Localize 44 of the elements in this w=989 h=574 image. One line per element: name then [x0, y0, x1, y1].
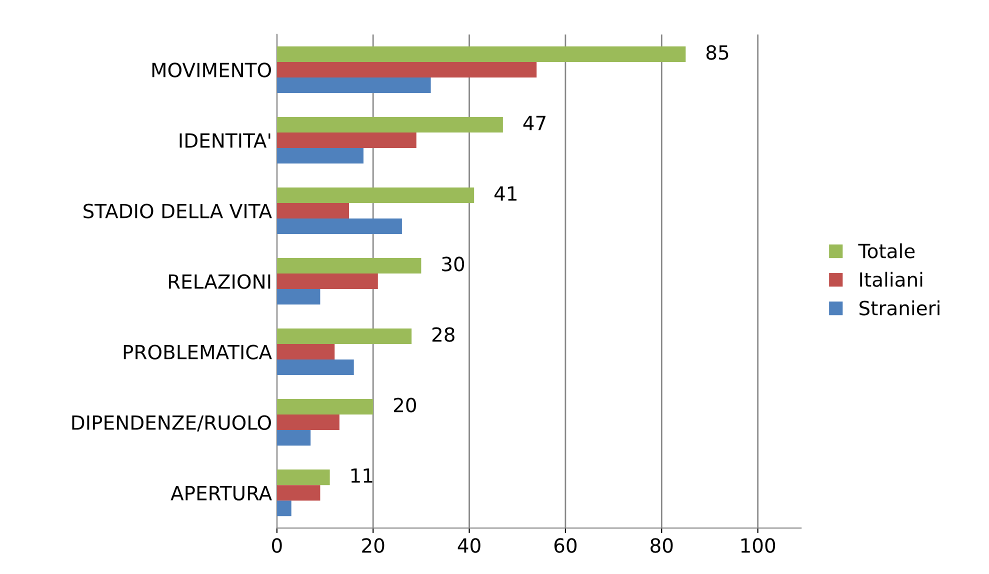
bar	[276, 218, 402, 234]
bar	[276, 274, 378, 290]
y-tick-label: RELAZIONI	[168, 274, 270, 289]
bar	[276, 360, 354, 376]
legend-label: Stranieri	[860, 300, 940, 316]
data-label: 41	[494, 186, 516, 201]
bar	[276, 202, 350, 218]
data-label: 28	[432, 327, 454, 342]
x-tick-label: 100	[741, 538, 776, 553]
y-tick-label: MOVIMENTO	[152, 62, 271, 78]
y-tick-label: STADIO DELLA VITA	[84, 204, 272, 218]
bar	[276, 485, 320, 501]
y-tick-label: APERTURA	[170, 486, 272, 500]
y-tick-label: DIPENDENZE/RUOLO	[72, 415, 271, 432]
data-label: 11	[351, 468, 372, 483]
data-label: 85	[706, 45, 728, 60]
x-tick-label: 60	[554, 538, 577, 553]
bar	[276, 289, 320, 305]
bar	[276, 430, 311, 446]
bar	[276, 344, 335, 360]
x-tick-label: 80	[650, 538, 673, 553]
y-tick-label: PROBLEMATICA	[124, 344, 272, 360]
bar	[276, 132, 416, 148]
bar	[276, 46, 686, 62]
bar	[276, 470, 330, 486]
bar	[276, 500, 292, 516]
data-label: 20	[394, 398, 416, 412]
x-tick-label: 40	[458, 538, 480, 553]
y-tick-label: IDENTITA'	[180, 133, 270, 148]
x-tick-label: 0	[272, 538, 282, 553]
bar	[276, 77, 431, 93]
bar	[276, 399, 374, 415]
x-tick-label: 20	[362, 538, 384, 553]
bar	[276, 187, 474, 203]
bar	[276, 62, 537, 78]
legend-label: Italiani	[860, 272, 922, 287]
bar	[276, 328, 412, 344]
legend-label: Totale	[858, 243, 915, 258]
bar	[276, 116, 503, 132]
data-label: 30	[442, 256, 464, 272]
bar	[276, 148, 364, 164]
data-label: 47	[523, 116, 546, 130]
bar	[276, 258, 422, 274]
bar	[276, 414, 340, 430]
